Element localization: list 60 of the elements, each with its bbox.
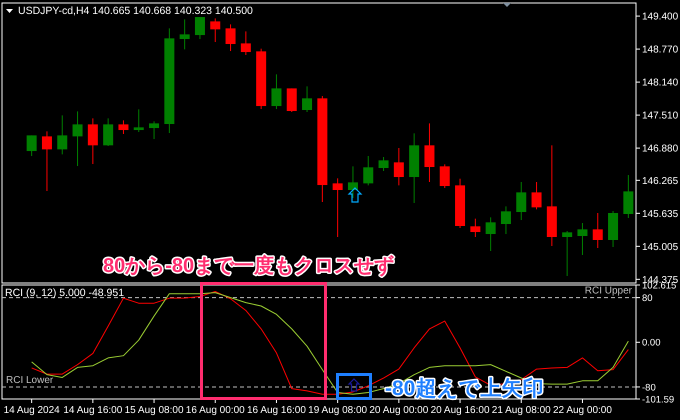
x-tick-label: 16 Aug 00:00: [186, 405, 246, 416]
chart-title: USDJPY-cd,H4 140.665 140.668 140.323 140.500: [18, 5, 254, 17]
candlestick: [424, 122, 434, 182]
y-tick-label: 145.005: [642, 242, 679, 253]
y-tick-label: 149.400: [642, 12, 679, 23]
y-tick-label: -80: [642, 382, 656, 394]
y-tick-label: 0.00: [642, 338, 660, 349]
annotation: 80から-80まで一度もクロスせず: [103, 254, 394, 277]
x-tick-label: 14 Aug 2024: [4, 405, 60, 416]
candlestick: [623, 174, 634, 218]
candlestick: [286, 88, 297, 113]
candlestick: [532, 182, 542, 210]
y-tick-label: -101.59: [642, 394, 674, 406]
candlestick: [562, 230, 572, 276]
candlestick: [470, 218, 480, 238]
x-tick-label: 16 Aug 16:00: [246, 405, 306, 416]
candlestick: [500, 206, 511, 235]
x-tick-label: 15 Aug 08:00: [124, 405, 184, 416]
x-tick-label: 21 Aug 08:00: [492, 405, 552, 416]
candlestick: [592, 212, 603, 249]
y-tick-label: 146.880: [642, 144, 679, 155]
candlestick: [57, 114, 68, 155]
x-tick-label: 20 Aug 00:00: [369, 405, 429, 416]
y-tick-label: 145.635: [642, 208, 679, 220]
candlestick: [271, 74, 282, 110]
x-tick-label: 19 Aug 08:00: [308, 405, 368, 416]
candlestick: [88, 118, 98, 165]
candlestick: [486, 216, 496, 252]
y-tick-label: 80: [642, 292, 653, 304]
candlestick: [134, 108, 144, 133]
candlestick: [103, 118, 114, 147]
candlestick: [516, 182, 526, 221]
candlestick: [348, 166, 358, 199]
candlestick: [118, 120, 128, 135]
ref-line-label: RCI Lower: [6, 374, 54, 386]
candlestick: [226, 24, 236, 52]
candlestick: [332, 178, 343, 238]
candlestick: [149, 120, 160, 140]
y-tick-label: 148.770: [642, 44, 679, 56]
candlestick: [302, 86, 312, 113]
y-tick-label: 147.510: [642, 110, 679, 122]
candlestick: [72, 110, 83, 167]
x-tick-label: 20 Aug 16:00: [430, 405, 490, 416]
candlestick: [440, 164, 450, 189]
x-tick-label: 14 Aug 16:00: [63, 405, 123, 416]
candlestick: [577, 222, 588, 256]
candlestick: [180, 18, 190, 50]
candlestick: [194, 16, 205, 40]
candlestick: [394, 148, 404, 186]
y-tick-label: 146.265: [642, 176, 679, 187]
candlestick: [378, 156, 389, 172]
candlestick: [240, 30, 251, 56]
x-tick-label: 22 Aug 00:00: [552, 405, 612, 416]
candlestick: [363, 156, 374, 186]
candlestick: [210, 18, 220, 43]
chart-title: RCI (9, 12) 5.000 -48.951: [5, 287, 124, 299]
y-tick-label: 148.140: [642, 78, 679, 89]
candlestick: [42, 130, 52, 192]
candlestick: [26, 134, 37, 157]
ref-line-label: RCI Upper: [584, 286, 633, 297]
